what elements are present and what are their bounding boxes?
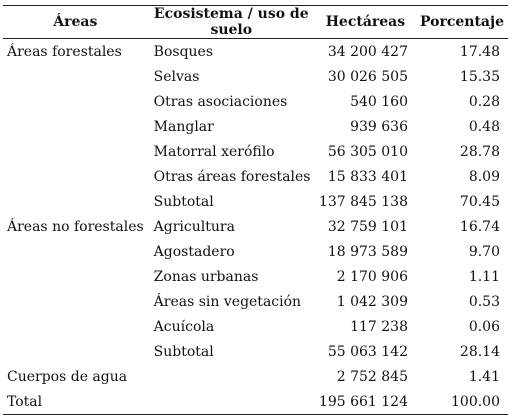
cell-area [3, 189, 148, 214]
cell-ecosystem: Matorral xerófilo [153, 143, 275, 160]
cell-ecosystem: Agostadero [153, 243, 235, 260]
cell-percent: 0.28 [468, 93, 500, 110]
table-row: Otras asociaciones 540 160 0.28 [3, 89, 508, 114]
table-row: Cuerpos de agua 2 752 845 1.41 [3, 364, 508, 389]
cell-hectares: 939 636 [350, 118, 408, 135]
cell-percent: 0.48 [468, 118, 500, 135]
cell-percent: 28.14 [459, 343, 500, 360]
cell-percent: 16.74 [459, 218, 500, 235]
cell-hectares: 18 973 589 [327, 243, 408, 260]
table-row: Manglar 939 636 0.48 [3, 114, 508, 139]
land-use-table: Áreas Ecosistema / uso de suelo Hectárea… [3, 5, 508, 415]
cell-area [3, 289, 148, 314]
cell-area [3, 239, 148, 264]
cell-area [3, 164, 148, 189]
cell-area [3, 314, 148, 339]
cell-ecosystem: Selvas [153, 68, 200, 85]
cell-hectares: 32 759 101 [327, 218, 408, 235]
table-row: Otras áreas forestales 15 833 401 8.09 [3, 164, 508, 189]
header-row: Áreas Ecosistema / uso de suelo Hectárea… [3, 5, 508, 39]
cell-ecosystem [148, 364, 315, 389]
header-area: Áreas [53, 14, 98, 30]
cell-area [3, 264, 148, 289]
header-ecosystem: Ecosistema / uso de suelo [153, 6, 309, 38]
table-row: Subtotal 137 845 138 70.45 [3, 189, 508, 214]
cell-hectares: 34 200 427 [327, 43, 408, 60]
cell-area [3, 64, 148, 89]
cell-percent: 15.35 [459, 68, 500, 85]
cell-hectares: 55 063 142 [327, 343, 408, 360]
cell-percent: 0.06 [468, 318, 500, 335]
cell-area: Áreas forestales [7, 43, 122, 60]
cell-area: Cuerpos de agua [7, 368, 128, 385]
cell-ecosystem: Bosques [153, 43, 214, 60]
cell-area [3, 139, 148, 164]
cell-percent: 1.11 [468, 268, 500, 285]
cell-percent: 8.09 [468, 168, 500, 185]
table-row: Acuícola 117 238 0.06 [3, 314, 508, 339]
cell-percent: 1.41 [468, 368, 500, 385]
header-percent: Porcentaje [419, 14, 504, 30]
cell-percent: 0.53 [468, 293, 500, 310]
cell-percent: 70.45 [459, 193, 500, 210]
table-row: Agostadero 18 973 589 9.70 [3, 239, 508, 264]
table-header: Áreas Ecosistema / uso de suelo Hectárea… [3, 5, 508, 39]
cell-hectares: 117 238 [350, 318, 408, 335]
cell-ecosystem: Subtotal [153, 343, 214, 360]
table-row: Selvas 30 026 505 15.35 [3, 64, 508, 89]
cell-ecosystem: Manglar [153, 118, 214, 135]
cell-hectares: 15 833 401 [327, 168, 408, 185]
table-row: Áreas forestales Bosques 34 200 427 17.48 [3, 39, 508, 65]
cell-area [3, 89, 148, 114]
cell-percent: 28.78 [459, 143, 500, 160]
table-row: Zonas urbanas 2 170 906 1.11 [3, 264, 508, 289]
cell-percent: 100.00 [451, 393, 500, 410]
cell-ecosystem: Zonas urbanas [153, 268, 259, 285]
cell-hectares: 30 026 505 [327, 68, 408, 85]
cell-percent: 9.70 [468, 243, 500, 260]
table-row: Áreas sin vegetación 1 042 309 0.53 [3, 289, 508, 314]
cell-hectares: 137 845 138 [318, 193, 408, 210]
cell-hectares: 1 042 309 [336, 293, 408, 310]
cell-percent: 17.48 [459, 43, 500, 60]
cell-ecosystem: Otras áreas forestales [153, 168, 311, 185]
cell-hectares: 56 305 010 [327, 143, 408, 160]
cell-ecosystem: Otras asociaciones [153, 93, 288, 110]
table-body: Áreas forestales Bosques 34 200 427 17.48 Se… [3, 39, 508, 415]
table-row: Subtotal 55 063 142 28.14 [3, 339, 508, 364]
cell-ecosystem: Áreas sin vegetación [153, 293, 302, 310]
header-hectares: Hectáreas [325, 14, 406, 30]
cell-hectares: 2 752 845 [336, 368, 408, 385]
cell-area [3, 114, 148, 139]
cell-area: Áreas no forestales [7, 218, 144, 235]
cell-ecosystem: Subtotal [153, 193, 214, 210]
cell-hectares: 540 160 [350, 93, 408, 110]
table-row: Matorral xerófilo 56 305 010 28.78 [3, 139, 508, 164]
cell-ecosystem: Agricultura [153, 218, 235, 235]
cell-hectares: 2 170 906 [336, 268, 408, 285]
cell-area: Total [7, 393, 43, 410]
table-row: Áreas no forestales Agricultura 32 759 101… [3, 214, 508, 239]
cell-ecosystem: Acuícola [153, 318, 215, 335]
cell-hectares: 195 661 124 [318, 393, 408, 410]
cell-area [3, 339, 148, 364]
